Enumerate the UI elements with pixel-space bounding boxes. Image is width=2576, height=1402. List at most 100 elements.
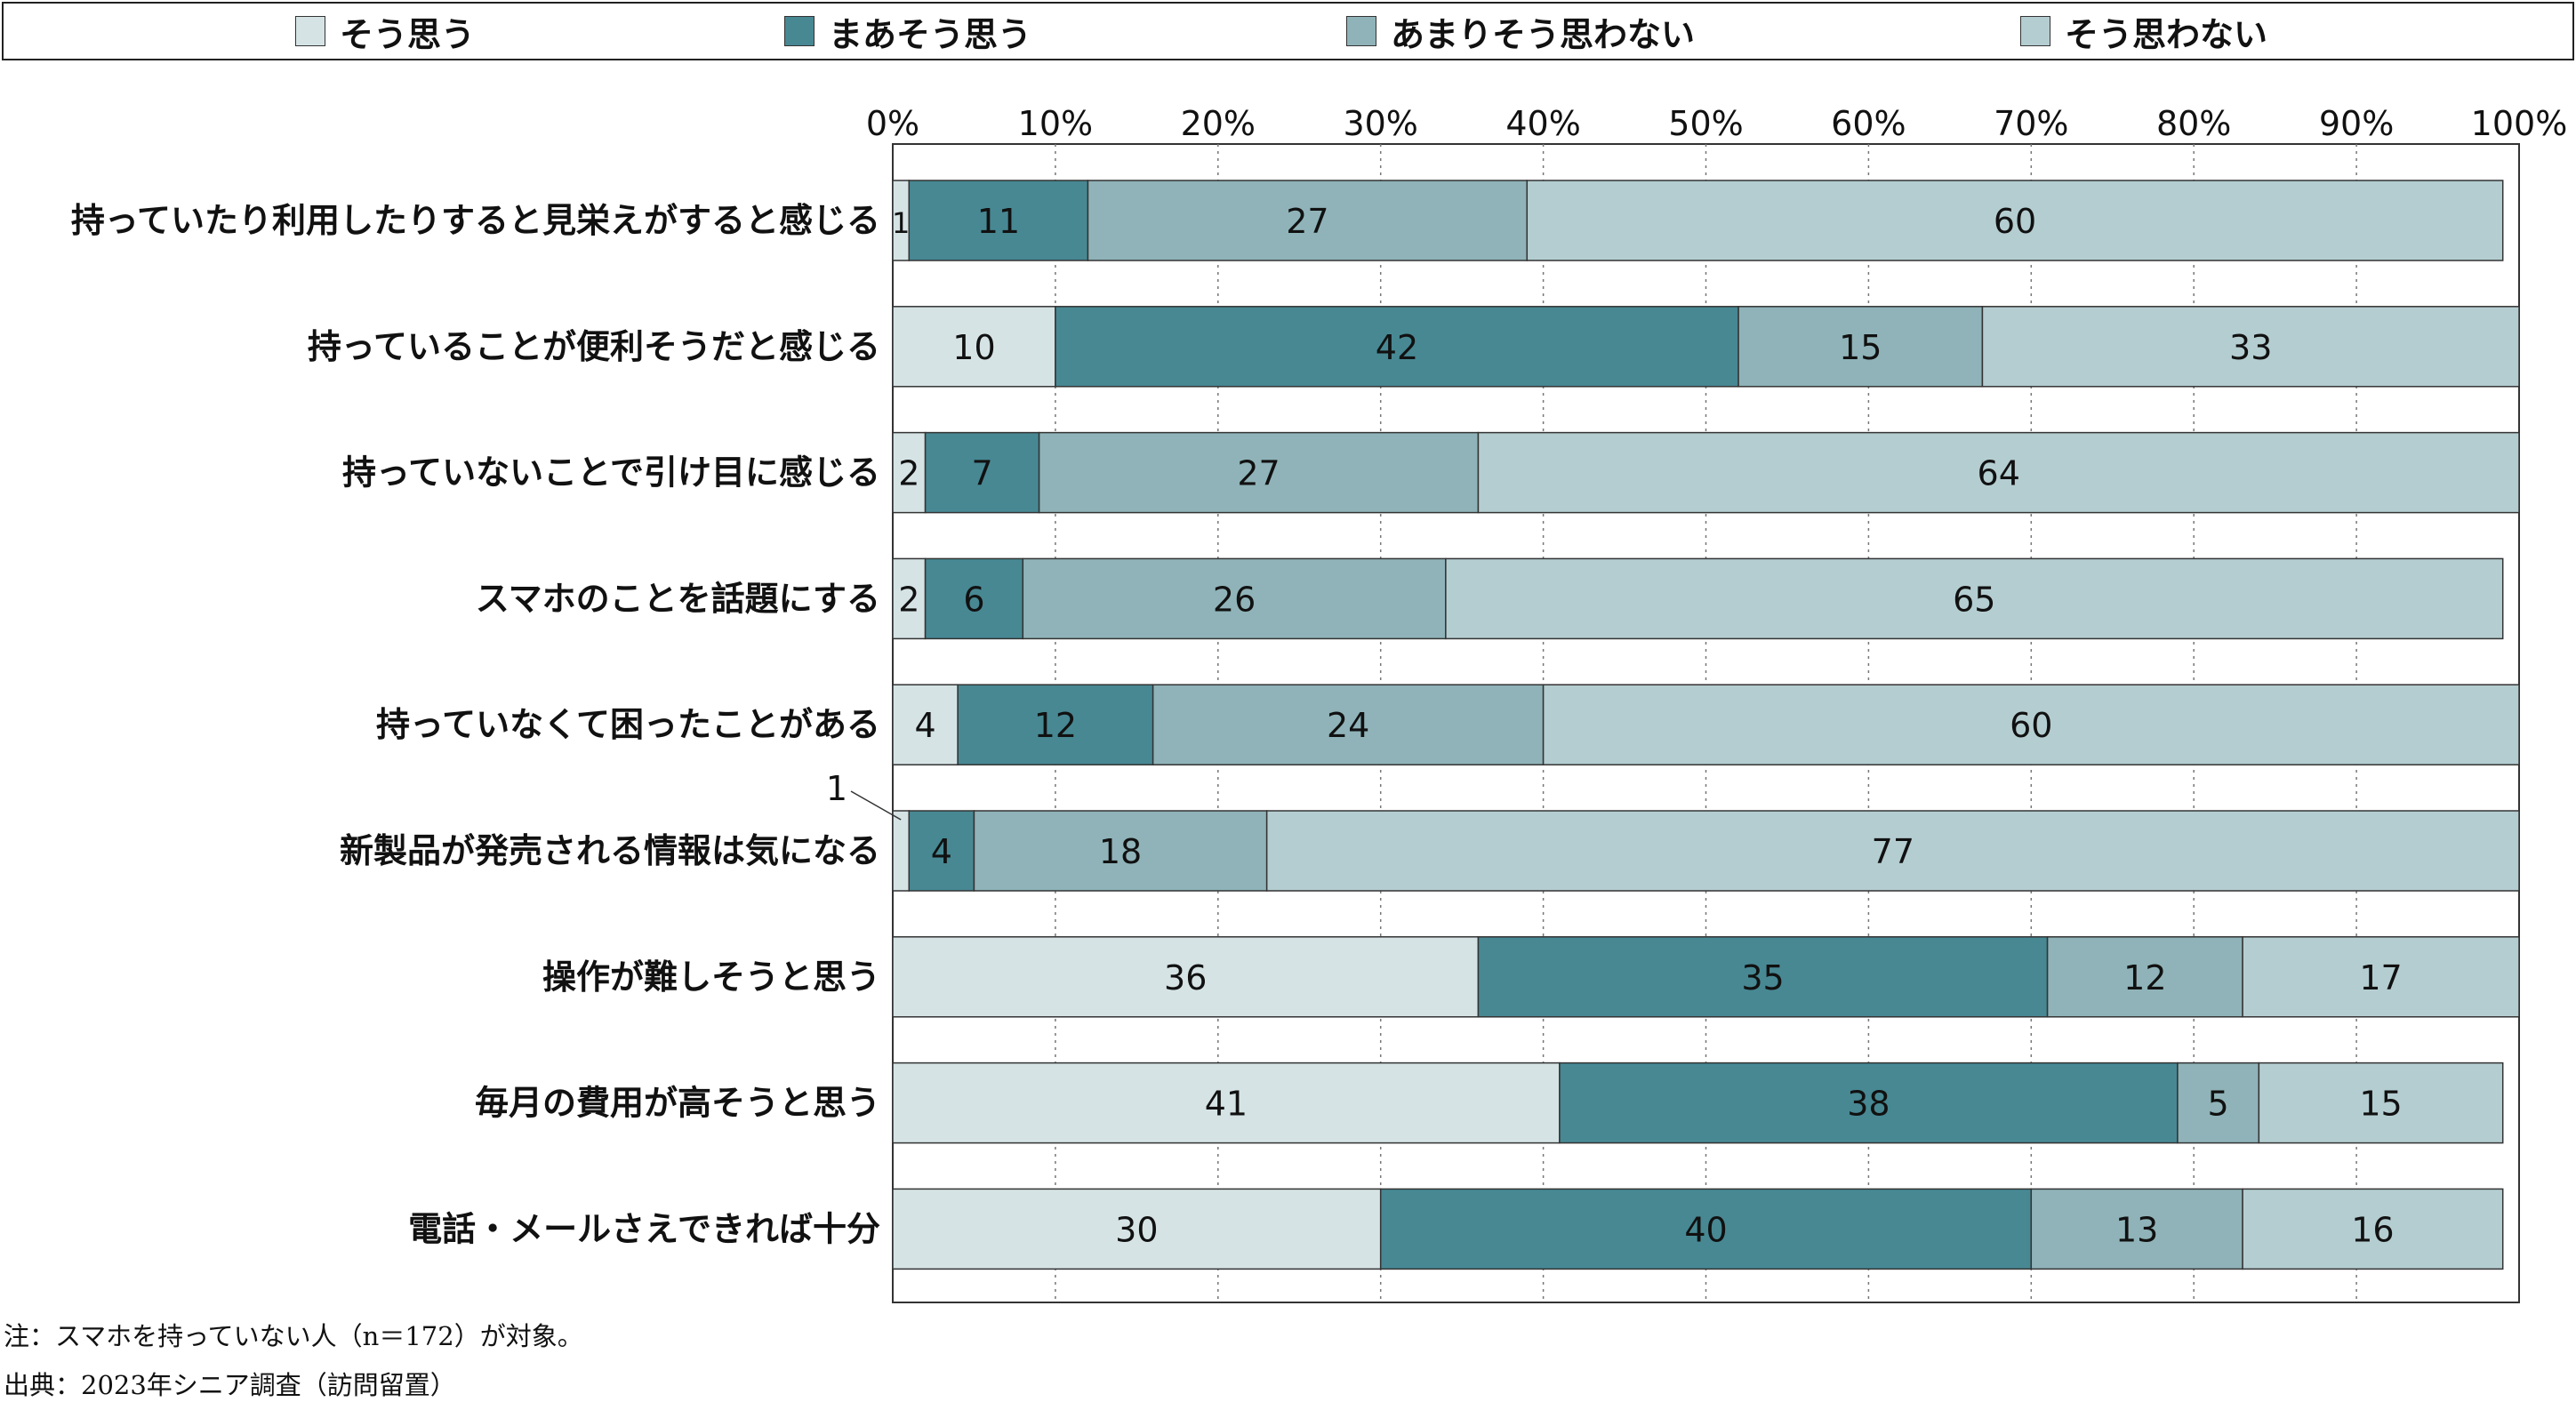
data-label: 18: [1099, 832, 1142, 871]
category-label: 操作が難しそうと思う: [542, 957, 880, 997]
legend-item: そう思わない: [2020, 4, 2267, 59]
legend-swatch: [1346, 16, 1376, 46]
legend: そう思う まあそう思う あまりそう思わない そう思わない: [2, 2, 2574, 60]
legend-label: そう思う: [340, 14, 476, 54]
data-label: 64: [1978, 454, 2020, 493]
data-label: 24: [1327, 706, 1369, 745]
legend-item: そう思う: [295, 4, 475, 59]
bar-segment: [973, 810, 1268, 892]
bar-segment: [892, 1062, 1561, 1144]
x-tick-label: 30%: [1343, 104, 1417, 143]
chart-note: 注：スマホを持っていない人（n＝172）が対象。: [4, 1321, 583, 1351]
legend-swatch: [295, 16, 325, 46]
data-label: 10: [952, 328, 995, 367]
bar-segment: [1152, 684, 1545, 765]
bar-segment: [924, 431, 1040, 514]
category-label: 毎月の費用が高そうと思う: [475, 1084, 880, 1123]
bar-segment: [892, 557, 927, 640]
data-label: 11: [977, 202, 1020, 241]
data-label: 30: [1115, 1210, 1158, 1249]
data-label: 12: [1034, 706, 1077, 745]
bar-segment: [892, 936, 1480, 1018]
x-tick-label: 40%: [1505, 104, 1580, 143]
legend-swatch: [2020, 16, 2050, 46]
data-label: 16: [2351, 1210, 2394, 1249]
legend-label: まあそう思う: [829, 14, 1032, 54]
bar-segment: [2258, 1062, 2504, 1144]
x-tick-label: 50%: [1668, 104, 1743, 143]
x-tick-label: 60%: [1831, 104, 1906, 143]
data-label: 12: [2123, 958, 2166, 997]
data-label: 77: [1872, 832, 1914, 871]
x-tick-label: 10%: [1018, 104, 1093, 143]
bar-segment: [957, 684, 1154, 765]
bar-segment: [1737, 306, 1984, 388]
data-label: 33: [2229, 328, 2272, 367]
data-label: 15: [2359, 1085, 2402, 1124]
data-label: 7: [972, 454, 993, 493]
category-label: スマホのことを話題にする: [476, 579, 880, 618]
bar-segment: [1981, 306, 2520, 388]
bar-segment: [1526, 180, 2504, 261]
data-label: 2: [898, 454, 919, 493]
data-label: 38: [1847, 1085, 1890, 1124]
data-label: 42: [1376, 328, 1418, 367]
data-label: 6: [963, 580, 984, 619]
bar-segment: [892, 1188, 1382, 1270]
x-tick-label: 20%: [1181, 104, 1256, 143]
data-label: 65: [1953, 580, 1995, 619]
data-label: 36: [1164, 958, 1207, 997]
legend-swatch: [784, 16, 815, 46]
bar-segment: [892, 431, 927, 514]
data-label: 41: [1205, 1085, 1248, 1124]
data-label: 1: [892, 206, 910, 240]
bar-segment: [892, 810, 911, 892]
category-label: 持っていることが便利そうだと感じる: [308, 327, 880, 366]
legend-label: あまりそう思わない: [1391, 14, 1696, 54]
bar-segment: [892, 306, 1056, 388]
data-label: 13: [2115, 1210, 2158, 1249]
legend-item: まあそう思う: [784, 4, 1031, 59]
data-label: 35: [1741, 958, 1784, 997]
data-label: 15: [1839, 328, 1882, 367]
x-tick-label: 80%: [2156, 104, 2231, 143]
callout-label: 1: [826, 769, 847, 808]
x-tick-label: 70%: [1994, 104, 2068, 143]
bar-segment: [1445, 557, 2504, 640]
bar-segment: [924, 557, 1024, 640]
bar-segment: [2030, 1188, 2243, 1270]
bar-segment: [2177, 1062, 2260, 1144]
data-label: 27: [1237, 454, 1280, 493]
data-label: 5: [2208, 1085, 2229, 1124]
legend-item: あまりそう思わない: [1346, 4, 1695, 59]
bar-segment: [1265, 810, 2520, 892]
bar-segment: [908, 180, 1089, 261]
legend-label: そう思わない: [2065, 14, 2268, 54]
data-label: 26: [1213, 580, 1256, 619]
bar-segment: [1055, 306, 1739, 388]
bar-segment: [1087, 180, 1529, 261]
category-label: 電話・メールさえできれば十分: [408, 1209, 880, 1248]
bar-segment: [1022, 557, 1447, 640]
category-label: 持っていたり利用したりすると見栄えがすると感じる: [71, 201, 880, 240]
bar-segment: [1477, 431, 2520, 514]
bar-segment: [2242, 936, 2520, 1018]
x-tick-label: 90%: [2319, 104, 2394, 143]
data-label: 60: [1994, 202, 2036, 241]
data-label: 40: [1684, 1210, 1727, 1249]
data-label: 4: [931, 832, 952, 871]
category-label: 新製品が発売される情報は気になる: [340, 831, 880, 870]
chart-source: 出典：2023年シニア調査（訪問留置）: [4, 1370, 456, 1400]
callout-line: [850, 790, 902, 821]
category-label: 持っていないことで引け目に感じる: [342, 453, 880, 493]
data-label: 17: [2359, 958, 2402, 997]
data-label: 27: [1286, 202, 1328, 241]
x-tick-label: 100%: [2471, 104, 2568, 143]
data-label: 4: [914, 706, 935, 745]
category-label: 持っていなくて困ったことがある: [376, 705, 880, 744]
x-tick-label: 0%: [866, 104, 919, 143]
data-label: 60: [2010, 706, 2052, 745]
bar-segment: [1542, 684, 2520, 765]
bar-segment: [1379, 1188, 2033, 1270]
